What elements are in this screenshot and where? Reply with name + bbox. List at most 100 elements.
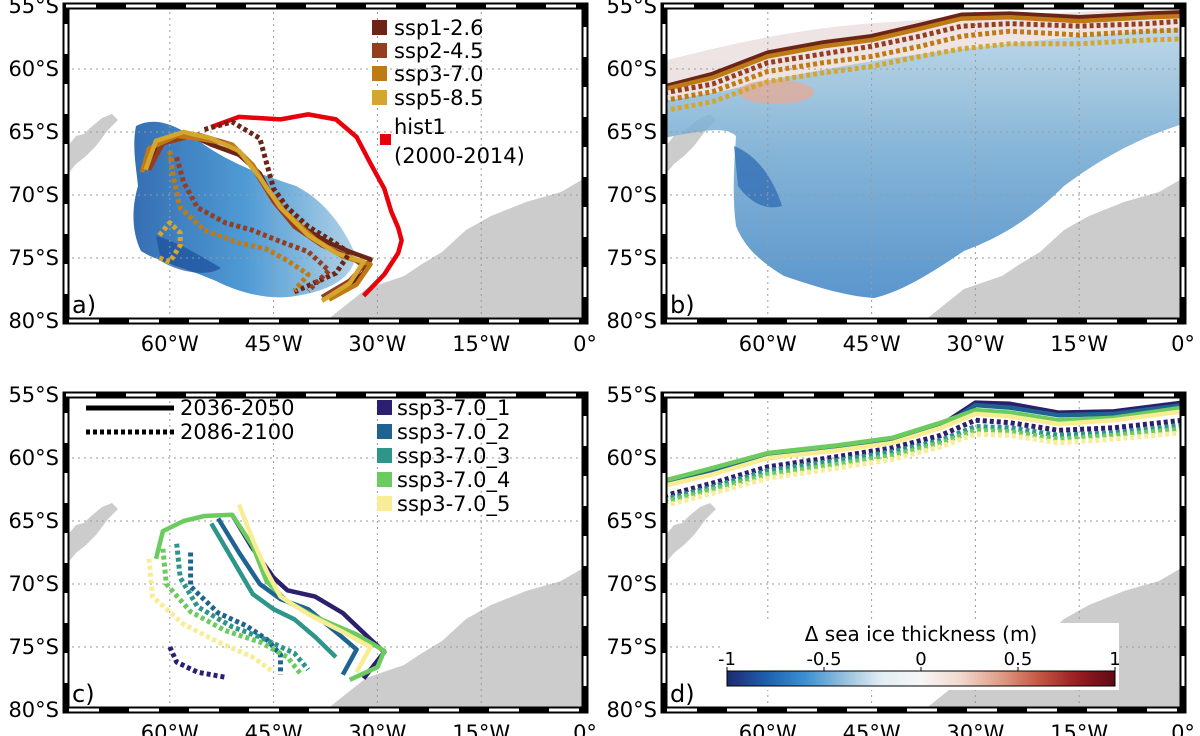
series-line-ssp3-7.0-dotted xyxy=(664,27,1183,103)
series-line-ssp3-7.0_3-solid xyxy=(209,522,338,659)
y-tick-label: 80°S xyxy=(606,698,657,722)
y-tick-label: 65°S xyxy=(606,120,657,144)
legend-label: ssp3-7.0 xyxy=(394,62,484,86)
legend-label: ssp3-7.0_4 xyxy=(397,468,510,493)
series-line-hist1-solid xyxy=(210,112,404,298)
x-tick-label: 60°W xyxy=(141,721,199,736)
series-line-ssp3-7.0_5-dotted xyxy=(146,558,276,675)
y-tick-label: 55°S xyxy=(8,0,59,18)
colorbar-label: Δ sea ice thickness (m) xyxy=(805,622,1038,646)
series-line-ssp5-8.5-dotted xyxy=(157,220,183,265)
y-tick-label: 75°S xyxy=(606,635,657,659)
legend-label: ssp3-7.0_3 xyxy=(397,444,510,469)
series-group xyxy=(664,400,1183,509)
thickness-positive-band xyxy=(664,9,1183,101)
series-line-ssp3-7.0_3-dotted xyxy=(174,543,311,672)
x-tick-label: 45°W xyxy=(843,721,901,736)
series-line-ssp3-7.0-dotted xyxy=(167,150,311,293)
series-group xyxy=(139,112,404,303)
legend-label: ssp3-7.0_1 xyxy=(397,396,510,421)
map-frame xyxy=(660,2,1187,325)
y-tick-label: 55°S xyxy=(8,383,59,407)
thickness-positive-patch xyxy=(738,80,814,104)
y-tick-label: 80°S xyxy=(8,309,59,333)
map-frame xyxy=(660,391,1187,714)
panel-label: a) xyxy=(72,291,96,319)
y-tick-label: 70°S xyxy=(606,183,657,207)
x-tick-label: 0° xyxy=(1171,332,1195,356)
x-tick-label: 45°W xyxy=(843,332,901,356)
y-tick-label: 75°S xyxy=(8,635,59,659)
thickness-core xyxy=(156,236,221,273)
x-tick-label: 30°W xyxy=(946,332,1004,356)
colorbar: Δ sea ice thickness (m) -1 -0.5 0 0.5 1 xyxy=(718,622,1121,690)
panel-label: b) xyxy=(670,291,695,319)
legend-label: 2086-2100 xyxy=(180,420,294,444)
series-line-ssp1-2.6-dotted xyxy=(203,119,353,295)
series-line-ssp3-7.0_4-dotted xyxy=(160,548,304,677)
series-line-ssp5-8.5-dotted xyxy=(664,36,1183,114)
x-tick-label: 15°W xyxy=(452,332,510,356)
legend-swatch xyxy=(377,400,392,415)
legend-swatch xyxy=(377,472,392,487)
legend-label: ssp3-7.0_5 xyxy=(397,492,510,517)
gridlines xyxy=(66,6,585,321)
y-tick-label: 70°S xyxy=(606,572,657,596)
y-tick-label: 75°S xyxy=(8,246,59,270)
series-line-ssp3-7.0_1-dotted xyxy=(167,645,226,680)
y-tick-label: 70°S xyxy=(8,183,59,207)
series-line-ssp3-7.0_1-dotted xyxy=(664,417,1183,499)
thickness-negative-patch xyxy=(734,146,782,208)
x-tick-label: 60°W xyxy=(141,332,199,356)
colorbar-gradient xyxy=(726,670,1116,687)
y-tick-label: 60°S xyxy=(606,57,657,81)
map-frame xyxy=(62,2,589,325)
y-tick-label: 65°S xyxy=(8,509,59,533)
y-tick-label: 70°S xyxy=(8,572,59,596)
legend-swatch xyxy=(372,20,387,35)
y-tick-label: 55°S xyxy=(606,0,657,18)
colorbar-tick-label: 0 xyxy=(915,649,926,670)
x-tick-label: 30°W xyxy=(348,332,406,356)
series-line-ssp1-2.6-solid xyxy=(664,10,1183,89)
series-line-ssp3-7.0_4-dotted xyxy=(664,426,1183,505)
y-tick-label: 65°S xyxy=(606,509,657,533)
panel-label: c) xyxy=(72,680,95,708)
series-line-ssp3-7.0_5-dotted xyxy=(664,430,1183,509)
x-tick-label: 15°W xyxy=(1050,332,1108,356)
series-line-ssp3-7.0_4-solid xyxy=(664,405,1183,483)
legend-swatch xyxy=(372,66,387,81)
y-tick-label: 60°S xyxy=(8,446,59,470)
legend-label: ssp3-7.0_2 xyxy=(397,420,510,445)
legend-swatch xyxy=(372,90,387,105)
legend-label: 2036-2050 xyxy=(180,396,294,420)
x-tick-label: 15°W xyxy=(1050,721,1108,736)
map-panel-a: 60°W 45°W 30°W 15°W 0° 55°S 60°S 65°S 70°S 75°S 80… xyxy=(8,0,597,356)
land-mask xyxy=(924,178,1183,321)
legend-label: hist1 xyxy=(394,115,446,139)
map-frame xyxy=(62,391,589,714)
colorbar-tick-label: -0.5 xyxy=(806,649,841,670)
legend-swatch xyxy=(372,43,387,58)
legend-swatch xyxy=(377,448,392,463)
x-tick-label: 0° xyxy=(1171,721,1195,736)
series-line-ssp3-7.0_4-solid xyxy=(153,512,387,682)
thickness-field xyxy=(664,9,1183,298)
x-tick-label: 60°W xyxy=(739,721,797,736)
map-panel-d: 60°W 45°W 30°W 15°W 0° 55°S 60°S 65°S 70°S 75°S 80… xyxy=(606,383,1195,736)
gridlines xyxy=(66,395,585,710)
series-line-ssp3-7.0_2-dotted xyxy=(188,552,283,675)
x-tick-label: 30°W xyxy=(946,721,1004,736)
x-tick-label: 0° xyxy=(573,721,597,736)
x-tick-label: 15°W xyxy=(452,721,510,736)
map-panel-b: 60°W 45°W 30°W 15°W 0° 55°S 60°S 65°S 70°S 75°S 80… xyxy=(606,0,1195,356)
land-mask xyxy=(326,567,585,710)
legend-label: ssp5-8.5 xyxy=(394,86,484,110)
legend-label: (2000-2014) xyxy=(394,144,525,168)
legend-swatch xyxy=(377,496,392,511)
x-tick-label: 45°W xyxy=(245,332,303,356)
peninsula-land xyxy=(66,503,118,565)
